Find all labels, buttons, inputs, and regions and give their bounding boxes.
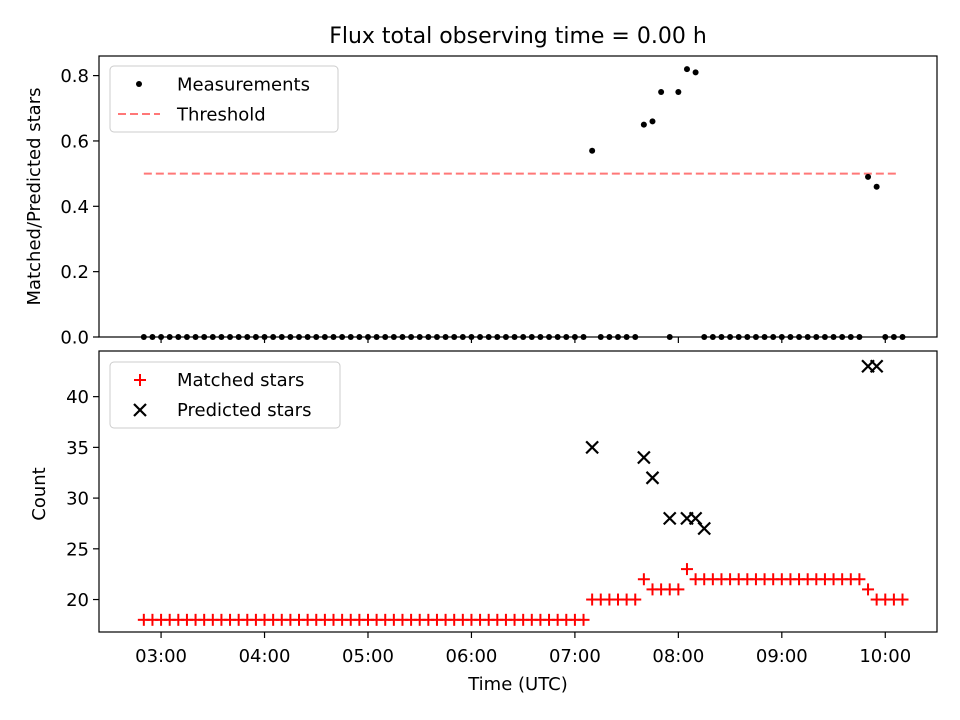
predicted-stars-point: [662, 511, 677, 526]
x-tick-label: 03:00: [135, 646, 187, 667]
bottom-y-tick-label: 35: [66, 438, 89, 459]
bottom-legend-box: [109, 361, 341, 429]
x-tick-label: 09:00: [756, 646, 808, 667]
bottom-y-tick-label: 30: [66, 489, 89, 510]
bottom-x-ticks: 03:00 04:00 05:00 06:00 07:00 08:00 09:00 10:00: [135, 632, 911, 667]
x-tick-label: 10:00: [859, 646, 911, 667]
top-legend: Measurements Threshold: [109, 65, 339, 133]
predicted-stars-point: [637, 450, 651, 465]
legend-threshold-label: Threshold: [176, 105, 266, 126]
legend-predicted-label: Predicted stars: [177, 400, 311, 421]
matched-stars-point: [862, 583, 875, 596]
x-tick-label: 06:00: [446, 646, 498, 667]
top-y-tick-label: 0.6: [60, 131, 89, 152]
top-y-tick-label: 0.4: [60, 197, 89, 218]
top-plot-frame: [98, 55, 938, 338]
predicted-stars-point: [645, 471, 660, 485]
bottom-y-ticks: 20 25 30 35 40: [66, 387, 99, 611]
bottom-y-axis-label: Count: [29, 467, 50, 520]
matched-stars-point: [629, 593, 642, 606]
x-tick-label: 08:00: [652, 646, 704, 667]
measurement-point: [865, 173, 872, 180]
measurement-point: [692, 69, 699, 76]
measurement-point: [873, 183, 880, 190]
measurement-point: [658, 88, 665, 95]
top-legend-box: [109, 65, 339, 133]
matched-stars-point: [680, 563, 693, 576]
x-tick-label: 04:00: [239, 646, 291, 667]
matched-stars-point: [577, 613, 590, 626]
measurement-point: [649, 118, 656, 125]
predicted-stars-point: [869, 359, 884, 373]
legend-matched-label: Matched stars: [177, 370, 304, 391]
top-y-axis-label: Matched/Predicted stars: [24, 88, 45, 306]
bottom-plot-frame: [98, 350, 938, 633]
bottom-legend: Matched stars Predicted stars: [109, 361, 341, 429]
matched-stars-point: [672, 583, 685, 596]
top-y-tick-label: 0.0: [60, 328, 89, 349]
top-y-ticks: 0.0 0.2 0.4 0.6 0.8: [60, 66, 99, 349]
legend-measurements-label: Measurements: [177, 75, 310, 96]
top-x-ticks: [160, 337, 886, 343]
measurement-point: [675, 88, 682, 95]
bottom-y-tick-label: 40: [66, 387, 89, 408]
matched-stars-point: [853, 573, 866, 586]
figure-title: Flux total observing time = 0.00 h: [329, 24, 707, 49]
predicted-stars-point: [697, 521, 712, 536]
measurement-point: [640, 121, 647, 128]
matched-stars-point: [637, 573, 650, 586]
top-panel: 0.00.20.40.60.8 Matched/Predicted stars …: [24, 55, 938, 349]
legend-matched-marker: [134, 374, 146, 386]
x-tick-label: 07:00: [549, 646, 601, 667]
matched-stars-point: [896, 593, 909, 606]
bottom-panel: 20 25 30 35 40 03:00 04:00 05:00 06:00 07:00 08:0…: [29, 350, 938, 695]
measurement-point: [683, 66, 690, 73]
top-y-tick-label: 0.8: [60, 66, 89, 87]
bottom-plot-marks: [137, 359, 909, 626]
legend-measurements-marker: [136, 81, 142, 87]
x-axis-label: Time (UTC): [467, 674, 568, 695]
measurement-point: [589, 147, 596, 154]
x-tick-label: 05:00: [342, 646, 394, 667]
bottom-y-tick-label: 20: [66, 590, 89, 611]
bottom-y-tick-label: 25: [66, 539, 89, 560]
predicted-stars-point: [585, 440, 599, 455]
top-y-tick-label: 0.2: [60, 262, 89, 283]
legend-predicted-marker: [133, 403, 147, 417]
